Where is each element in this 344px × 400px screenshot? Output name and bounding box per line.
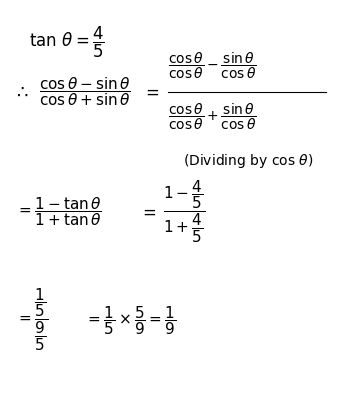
Text: $\tan\,\theta = \dfrac{4}{5}$: $\tan\,\theta = \dfrac{4}{5}$ [29, 24, 105, 60]
Text: $\dfrac{\cos\theta}{\cos\theta} - \dfrac{\sin\theta}{\cos\theta}$: $\dfrac{\cos\theta}{\cos\theta} - \dfrac… [168, 51, 257, 81]
Text: $\dfrac{1 - \dfrac{4}{5}}{1 + \dfrac{4}{5}}$: $\dfrac{1 - \dfrac{4}{5}}{1 + \dfrac{4}{… [163, 179, 205, 245]
Text: $= \dfrac{1}{5} \times \dfrac{5}{9} = \dfrac{1}{9}$: $= \dfrac{1}{5} \times \dfrac{5}{9} = \d… [85, 304, 176, 337]
Text: $=$: $=$ [142, 82, 159, 100]
Text: $\dfrac{\cos\theta - \sin\theta}{\cos\theta + \sin\theta}$: $\dfrac{\cos\theta - \sin\theta}{\cos\th… [39, 75, 131, 108]
Text: $= \dfrac{1 - \tan\theta}{1 + \tan\theta}$: $= \dfrac{1 - \tan\theta}{1 + \tan\theta… [16, 196, 102, 228]
Text: $=$: $=$ [139, 203, 156, 221]
Text: $\therefore$: $\therefore$ [13, 82, 29, 100]
Text: $= \dfrac{\dfrac{1}{5}}{\dfrac{9}{5}}$: $= \dfrac{\dfrac{1}{5}}{\dfrac{9}{5}}$ [16, 287, 48, 354]
Text: $\dfrac{\cos\theta}{\cos\theta} + \dfrac{\sin\theta}{\cos\theta}$: $\dfrac{\cos\theta}{\cos\theta} + \dfrac… [168, 102, 257, 132]
Text: (Dividing by $\cos\,\theta$): (Dividing by $\cos\,\theta$) [183, 152, 314, 170]
